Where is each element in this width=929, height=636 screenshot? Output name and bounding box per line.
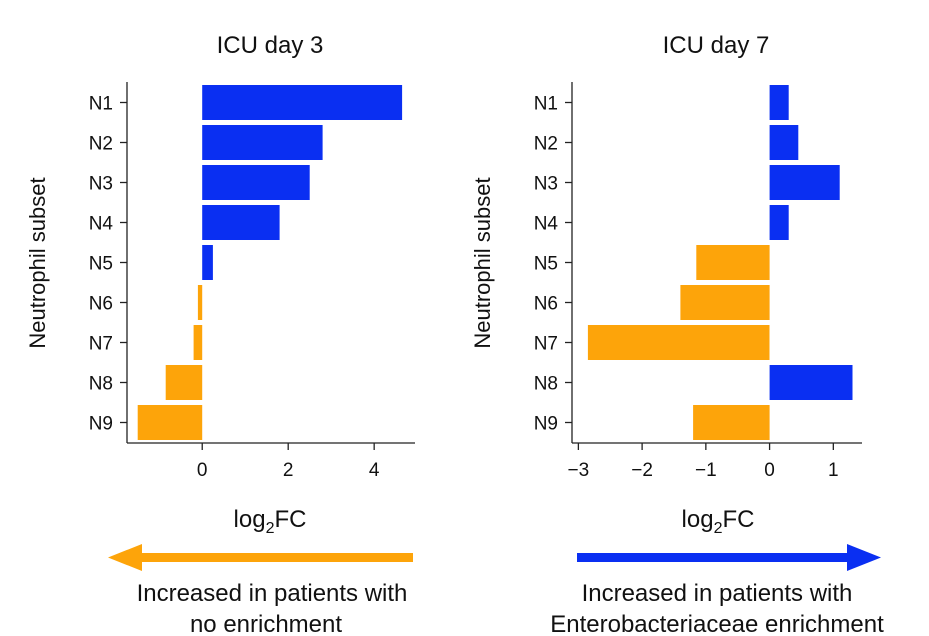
plot-area: N1 N2 N3 N4 N5 N6 N7 N8 N9 0 2 4 bbox=[89, 82, 415, 481]
y-tick-label: N6 bbox=[534, 294, 558, 315]
x-axis-label: log2FC bbox=[234, 506, 307, 537]
x-tick-label: 4 bbox=[369, 460, 380, 481]
right-arrow-head bbox=[847, 544, 881, 571]
bar-n9 bbox=[693, 405, 770, 440]
bar-n4 bbox=[202, 205, 280, 240]
bar-n2 bbox=[769, 125, 799, 160]
x-tick-label: −1 bbox=[695, 460, 717, 481]
left-arrow-caption-line1: Increased in patients with bbox=[137, 580, 408, 607]
y-tick-label: N9 bbox=[534, 414, 558, 435]
bar-n5 bbox=[202, 245, 213, 280]
y-tick-label: N7 bbox=[534, 334, 558, 355]
right-arrow-caption-line1: Increased in patients with bbox=[582, 580, 853, 607]
left-arrow-group: Increased in patients with no enrichment bbox=[108, 544, 413, 636]
bar-n1 bbox=[202, 85, 403, 120]
panel-icu-day-3: ICU day 3 Neutrophil subset N1 N2 N3 N4 N5 N6… bbox=[25, 32, 415, 537]
y-tick-label: N1 bbox=[534, 94, 558, 115]
bar-n5 bbox=[696, 245, 770, 280]
right-arrow-caption-line2: Enterobacteriaceae enrichment bbox=[550, 611, 884, 636]
x-tick-label: 1 bbox=[828, 460, 839, 481]
x-tick-label: 2 bbox=[283, 460, 294, 481]
x-axis-label-tail: FC bbox=[274, 506, 306, 533]
bar-n1 bbox=[769, 85, 789, 120]
y-tick-label: N1 bbox=[89, 94, 113, 115]
y-tick-label: N2 bbox=[534, 134, 558, 155]
bar-n2 bbox=[202, 125, 323, 160]
y-tick-label: N4 bbox=[534, 214, 559, 235]
bar-n3 bbox=[202, 165, 310, 200]
y-tick-label: N5 bbox=[89, 254, 113, 275]
left-arrow-head bbox=[108, 544, 142, 571]
x-axis-label-subscript: 2 bbox=[714, 520, 723, 537]
y-tick-label: N9 bbox=[89, 414, 113, 435]
bar-n6 bbox=[680, 285, 770, 320]
y-tick-label: N3 bbox=[89, 174, 113, 195]
x-axis-label-main: log bbox=[682, 506, 714, 533]
y-tick-label: N4 bbox=[89, 214, 114, 235]
right-arrow-group: Increased in patients with Enterobacteri… bbox=[550, 544, 884, 636]
chart-title: ICU day 7 bbox=[663, 32, 770, 59]
left-arrow-shaft bbox=[138, 553, 413, 562]
y-axis-label: Neutrophil subset bbox=[470, 177, 495, 348]
left-arrow-caption-line2: no enrichment bbox=[190, 611, 342, 636]
y-tick-label: N3 bbox=[534, 174, 558, 195]
bar-n4 bbox=[769, 205, 789, 240]
chart-title: ICU day 3 bbox=[217, 32, 324, 59]
bar-n6 bbox=[197, 285, 203, 320]
plot-area: N1 N2 N3 N4 N5 N6 N7 N8 N9 −3 −2 −1 0 1 bbox=[534, 82, 862, 481]
x-axis-label-main: log bbox=[234, 506, 266, 533]
y-tick-label: N8 bbox=[534, 374, 558, 395]
y-tick-label: N8 bbox=[89, 374, 113, 395]
bar-n8 bbox=[165, 365, 203, 400]
bar-n9 bbox=[137, 405, 203, 440]
x-axis-label-subscript: 2 bbox=[266, 520, 275, 537]
x-axis-label: log2FC bbox=[682, 506, 755, 537]
right-arrow-shaft bbox=[577, 553, 852, 562]
x-tick-label: 0 bbox=[764, 460, 775, 481]
bar-n7 bbox=[587, 325, 770, 360]
y-tick-label: N2 bbox=[89, 134, 113, 155]
x-tick-label: −3 bbox=[568, 460, 590, 481]
bar-n3 bbox=[769, 165, 840, 200]
y-axis-label: Neutrophil subset bbox=[25, 177, 50, 348]
x-tick-label: −2 bbox=[631, 460, 653, 481]
bar-n8 bbox=[769, 365, 853, 400]
bar-n7 bbox=[193, 325, 203, 360]
y-tick-label: N6 bbox=[89, 294, 113, 315]
x-tick-label: 0 bbox=[197, 460, 208, 481]
y-tick-label: N7 bbox=[89, 334, 113, 355]
panel-icu-day-7: ICU day 7 Neutrophil subset N1 N2 N3 N4 N5 N6… bbox=[470, 32, 862, 537]
y-tick-label: N5 bbox=[534, 254, 558, 275]
x-axis-label-tail: FC bbox=[722, 506, 754, 533]
